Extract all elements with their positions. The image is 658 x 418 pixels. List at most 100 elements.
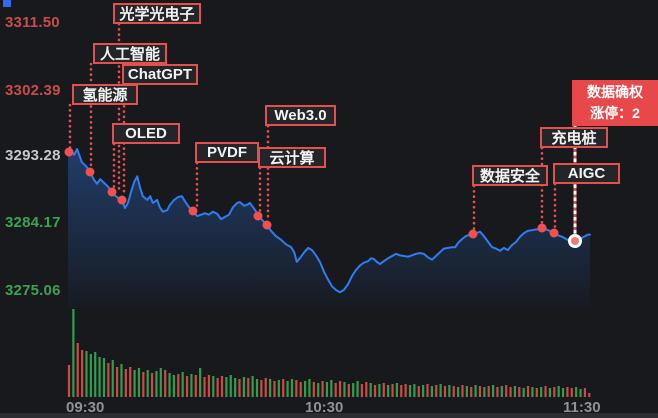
volume-bar bbox=[85, 351, 88, 397]
annotation-tag[interactable]: ChatGPT bbox=[122, 64, 198, 85]
volume-bar bbox=[312, 382, 315, 397]
volume-bar bbox=[570, 388, 573, 397]
volume-bar bbox=[387, 385, 390, 397]
volume-bar bbox=[190, 374, 193, 397]
volume-bar bbox=[199, 368, 202, 397]
volume-bar bbox=[395, 383, 398, 397]
volume-bar bbox=[465, 386, 468, 397]
volume-bar bbox=[203, 377, 206, 397]
volume-bar bbox=[526, 386, 530, 397]
volume-bar bbox=[255, 379, 259, 397]
annotation-tag[interactable]: 光学光电子 bbox=[113, 3, 201, 24]
volume-bar bbox=[185, 376, 189, 397]
volume-bar bbox=[352, 383, 355, 397]
bottom-edge-strip bbox=[0, 413, 658, 418]
volume-bar bbox=[382, 383, 385, 397]
annotation-tag[interactable]: Web3.0 bbox=[265, 105, 336, 126]
event-dot bbox=[549, 228, 559, 238]
x-axis-tick: 09:30 bbox=[66, 399, 105, 416]
volume-bar bbox=[234, 378, 237, 397]
volume-bar bbox=[579, 389, 582, 397]
volume-bar bbox=[321, 381, 324, 397]
y-axis-tick-prev-close: 3293.28 bbox=[5, 147, 61, 164]
volume-bar bbox=[404, 384, 407, 397]
volume-bar bbox=[164, 370, 167, 397]
volume-bar bbox=[457, 387, 460, 397]
volume-bar bbox=[181, 372, 184, 397]
volume-bar bbox=[540, 387, 543, 397]
volume-bar bbox=[470, 387, 473, 397]
x-axis-tick: 10:30 bbox=[305, 399, 344, 416]
volume-bar bbox=[513, 386, 517, 397]
volume-bar bbox=[124, 369, 127, 397]
y-axis-tick: 3311.50 bbox=[5, 14, 60, 31]
current-price-dot-core bbox=[571, 237, 579, 245]
volume-bar bbox=[247, 378, 250, 397]
volume-bar bbox=[94, 352, 97, 397]
limit-up-tooltip-line: 数据确权 bbox=[587, 84, 643, 100]
volume-bar bbox=[535, 388, 538, 397]
volume-bar bbox=[474, 385, 477, 397]
volume-bar bbox=[509, 387, 512, 397]
event-dot bbox=[188, 206, 198, 216]
volume-bar bbox=[295, 380, 298, 397]
volume-bar bbox=[172, 375, 176, 397]
volume-bar bbox=[308, 379, 311, 397]
volume-bar bbox=[448, 385, 451, 397]
volume-bar bbox=[133, 370, 136, 397]
volume-bar bbox=[478, 386, 482, 397]
volume-bar bbox=[561, 388, 565, 397]
volume-bar bbox=[343, 382, 346, 397]
volume-bar bbox=[212, 376, 215, 397]
volume-bar bbox=[290, 379, 294, 397]
event-dot bbox=[262, 220, 272, 230]
volume-bar bbox=[334, 383, 337, 397]
y-axis-tick: 3284.17 bbox=[5, 214, 61, 231]
y-axis-tick: 3302.39 bbox=[5, 82, 61, 99]
volume-bar bbox=[107, 363, 110, 397]
event-dot bbox=[253, 211, 263, 221]
volume-bar bbox=[142, 372, 145, 397]
volume-bar bbox=[369, 383, 372, 397]
volume-bar bbox=[483, 387, 486, 397]
volume-bar bbox=[286, 381, 289, 397]
annotation-tag[interactable]: 人工智能 bbox=[93, 43, 167, 64]
annotation-tag[interactable]: 氢能源 bbox=[72, 84, 138, 105]
volume-bar bbox=[330, 380, 333, 397]
volume-bar bbox=[373, 385, 377, 397]
limit-up-tooltip[interactable]: 数据确权 涨停：2 bbox=[572, 80, 658, 126]
annotation-tag[interactable]: PVDF bbox=[195, 142, 259, 163]
volume-bar bbox=[491, 385, 495, 397]
volume-bar bbox=[102, 358, 106, 397]
volume-bar bbox=[303, 381, 307, 397]
volume-bar bbox=[505, 385, 508, 397]
volume-bar bbox=[461, 385, 464, 397]
volume-bar bbox=[159, 368, 162, 397]
volume-bar bbox=[264, 378, 267, 397]
price-line bbox=[67, 148, 591, 294]
volume-bar bbox=[273, 381, 276, 397]
volume-bar bbox=[347, 384, 350, 397]
volume-bar bbox=[417, 386, 420, 397]
annotation-tag[interactable]: 云计算 bbox=[258, 147, 326, 168]
price-area bbox=[68, 149, 590, 308]
annotation-tag[interactable]: 充电桩 bbox=[540, 127, 608, 148]
x-axis-tick: 11:30 bbox=[563, 399, 601, 416]
volume-bar bbox=[583, 388, 586, 397]
volume-bar bbox=[356, 381, 359, 397]
volume-bar bbox=[452, 386, 455, 397]
annotation-tag[interactable]: AIGC bbox=[553, 163, 620, 184]
volume-bar bbox=[155, 371, 158, 397]
volume-bar bbox=[194, 375, 197, 397]
annotation-tag[interactable]: 数据安全 bbox=[472, 165, 548, 186]
volume-bar bbox=[277, 380, 280, 397]
volume-bar bbox=[207, 375, 210, 397]
volume-bar bbox=[557, 386, 560, 397]
annotation-tag[interactable]: OLED bbox=[112, 123, 180, 144]
volume-bar bbox=[129, 367, 132, 397]
volume-bar bbox=[111, 360, 114, 397]
volume-bar bbox=[76, 343, 79, 397]
event-dot bbox=[468, 229, 478, 239]
